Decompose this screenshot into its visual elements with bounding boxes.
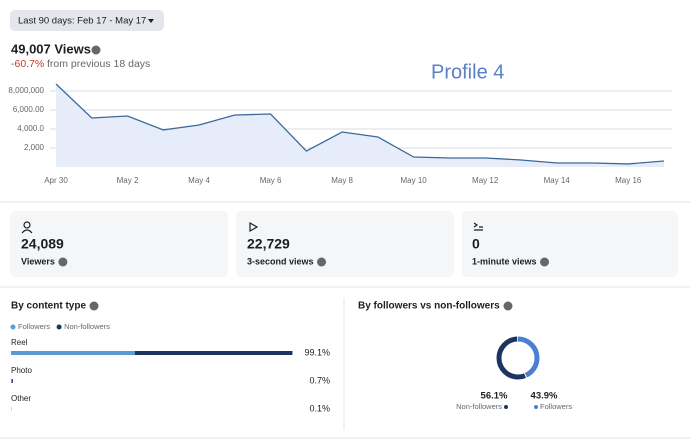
date-filter[interactable]: Last 90 days: Feb 17 - May 17 <box>18 16 146 27</box>
date-filter-button[interactable] <box>10 10 164 31</box>
x-tick-label: Apr 30 <box>44 176 68 185</box>
y-tick-label: 8,000,000 <box>8 86 44 95</box>
line-chart: 2,000 4,000.0 6,000.00 8,000,000 Apr 30 May 2… <box>8 83 672 185</box>
row-value: 0.7% <box>309 375 330 385</box>
caret <box>148 19 154 23</box>
viewer-icon <box>21 229 33 234</box>
stat-label: 1-minute views <box>472 256 537 266</box>
play-icon <box>249 221 259 233</box>
bar-followers <box>11 379 13 383</box>
x-tick-label: May 16 <box>615 176 642 185</box>
y-tick-label: 6,000.00 <box>13 105 45 114</box>
x-tick-label: May 4 <box>188 176 210 185</box>
slice-value: 56.1% <box>481 391 508 402</box>
bar-non-followers <box>12 379 13 383</box>
row-value: 0.1% <box>309 403 330 413</box>
legend-label: Followers <box>540 402 572 411</box>
stat-label: Viewers <box>21 256 55 266</box>
legend-label: Non-followers <box>64 322 110 331</box>
stat-label: 3-second views <box>247 256 314 266</box>
annotation: Profile 4 <box>431 61 504 83</box>
y-tick-label: 2,000 <box>24 143 45 152</box>
stat-value: 22,729 <box>247 236 290 252</box>
info-icon[interactable] <box>89 301 99 311</box>
x-tick-label: May 14 <box>544 176 571 185</box>
slice-value: 43.9% <box>531 391 558 402</box>
legend-dot <box>56 324 62 330</box>
donut-slice <box>496 336 540 380</box>
change-note: from previous 18 days <box>47 58 150 70</box>
info-icon[interactable] <box>540 257 550 267</box>
x-tick-label: May 8 <box>331 176 353 185</box>
stat-card <box>462 211 678 277</box>
row-label: Other <box>11 394 31 403</box>
minute-icon <box>473 222 483 231</box>
section-title: By content type <box>11 301 86 312</box>
line <box>55 83 665 165</box>
x-tick-label: May 2 <box>117 176 139 185</box>
x-tick-label: May 10 <box>401 176 428 185</box>
y-tick-label: 4,000.0 <box>17 124 44 133</box>
row-label: Photo <box>11 366 32 375</box>
x-tick-label: May 6 <box>260 176 282 185</box>
row-label: Reel <box>11 338 28 347</box>
legend-dot <box>10 324 16 330</box>
stat-card <box>236 211 454 277</box>
stats: 24,089 Viewers 22,729 3-second views 0 1-minu… <box>21 236 550 267</box>
change: -60.7% <box>11 58 44 70</box>
stat-value: 24,089 <box>21 236 64 252</box>
viewer-icon <box>23 221 31 229</box>
row-value: 99.1% <box>304 347 330 357</box>
info-icon[interactable] <box>91 45 101 55</box>
info-icon[interactable] <box>503 301 513 311</box>
bar-non-followers <box>134 351 293 355</box>
info-icon[interactable] <box>317 257 327 267</box>
legend-dot <box>534 405 538 409</box>
info-icon[interactable] <box>58 257 68 267</box>
content-type: Followers Non-followers Reel 99.1% Photo 0.7%… <box>10 322 330 413</box>
bar-followers <box>11 351 135 355</box>
views-total: 49,007 Views <box>11 41 91 56</box>
donut-slice <box>496 336 540 380</box>
section-title: By followers vs non-followers <box>358 301 500 312</box>
legend-label: Non-followers <box>456 402 502 411</box>
x-tick-label: May 12 <box>472 176 499 185</box>
legend-label: Followers <box>18 322 50 331</box>
legend-dot <box>504 405 508 409</box>
area <box>56 83 664 167</box>
stat-value: 0 <box>472 236 480 252</box>
donut-chart: 56.1%Non-followers 43.9%Followers <box>456 336 572 411</box>
